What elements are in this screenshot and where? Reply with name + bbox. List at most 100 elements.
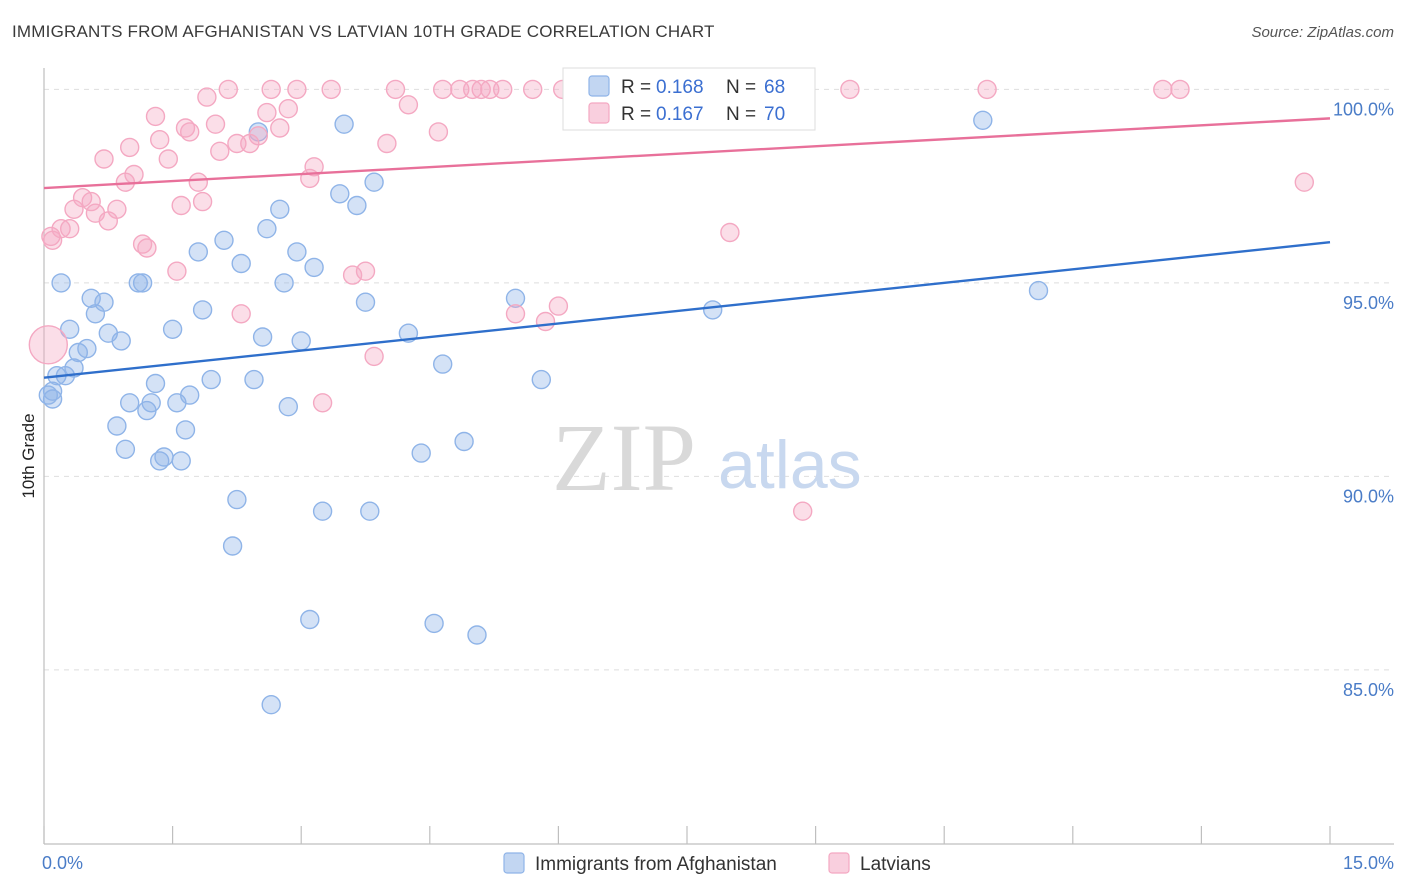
afghanistan-point[interactable] bbox=[175, 420, 196, 440]
afghanistan-point[interactable] bbox=[111, 331, 131, 351]
latvians-point[interactable] bbox=[188, 172, 209, 192]
latvians-point[interactable] bbox=[210, 141, 230, 162]
afghanistan-point[interactable] bbox=[119, 393, 140, 413]
latvians-point[interactable] bbox=[179, 122, 200, 142]
latvians-point[interactable] bbox=[977, 79, 997, 100]
latvians-point[interactable] bbox=[158, 149, 179, 169]
afghanistan-point[interactable] bbox=[252, 327, 273, 347]
latvians-point[interactable] bbox=[304, 157, 324, 177]
afghanistan-point[interactable] bbox=[227, 489, 247, 510]
latvians-point[interactable] bbox=[270, 118, 290, 138]
latvians-point[interactable] bbox=[287, 79, 307, 100]
series-legend-swatch-latvians[interactable] bbox=[828, 852, 850, 874]
afghanistan-point[interactable] bbox=[364, 172, 384, 192]
latvians-point[interactable] bbox=[149, 129, 170, 150]
afghanistan-point[interactable] bbox=[304, 257, 324, 278]
afghanistan-point[interactable] bbox=[107, 416, 127, 436]
latvians-point[interactable] bbox=[523, 79, 543, 100]
afghanistan-point[interactable] bbox=[424, 613, 444, 634]
latvians-point[interactable] bbox=[41, 226, 61, 247]
afghanistan-point[interactable] bbox=[162, 319, 183, 339]
afghanistan-point[interactable] bbox=[531, 369, 551, 390]
latvians-point[interactable] bbox=[793, 501, 813, 521]
latvians-point[interactable] bbox=[107, 199, 127, 220]
latvians-point[interactable] bbox=[433, 79, 453, 100]
latvians-point[interactable] bbox=[192, 191, 213, 212]
afghanistan-point[interactable] bbox=[278, 397, 298, 417]
latvians-point[interactable] bbox=[94, 149, 114, 169]
afghanistan-point[interactable] bbox=[244, 369, 264, 390]
afghanistan-point[interactable] bbox=[300, 609, 320, 630]
afghanistan-point[interactable] bbox=[411, 443, 431, 463]
latvians-point[interactable] bbox=[197, 87, 217, 107]
latvians-point[interactable] bbox=[81, 191, 101, 212]
afghanistan-point[interactable] bbox=[115, 439, 136, 459]
latvians-point[interactable] bbox=[167, 261, 187, 281]
afghanistan-point[interactable] bbox=[257, 218, 277, 239]
latvians-point[interactable] bbox=[720, 222, 740, 243]
latvians-point[interactable] bbox=[840, 79, 860, 100]
latvians-point[interactable] bbox=[1170, 79, 1190, 100]
afghanistan-point[interactable] bbox=[467, 625, 487, 645]
latvians-point[interactable] bbox=[248, 126, 268, 146]
latvians-point[interactable] bbox=[321, 79, 341, 100]
afghanistan-point[interactable] bbox=[132, 273, 153, 293]
latvians-point[interactable] bbox=[261, 79, 281, 100]
afghanistan-point[interactable] bbox=[179, 385, 200, 405]
afghanistan-point[interactable] bbox=[145, 373, 166, 394]
latvians-point[interactable] bbox=[493, 79, 513, 100]
afghanistan-point[interactable] bbox=[287, 242, 307, 262]
latvians-point[interactable] bbox=[231, 304, 251, 324]
latvians-point[interactable] bbox=[28, 325, 68, 365]
latvians-point[interactable] bbox=[218, 79, 239, 100]
afghanistan-point[interactable] bbox=[94, 292, 114, 312]
latvians-point[interactable] bbox=[1153, 79, 1173, 100]
afghanistan-point[interactable] bbox=[201, 369, 221, 390]
latvians-point[interactable] bbox=[137, 238, 157, 258]
afghanistan-point[interactable] bbox=[973, 110, 993, 131]
afghanistan-point[interactable] bbox=[188, 242, 209, 262]
latvians-point[interactable] bbox=[171, 195, 191, 216]
afghanistan-point[interactable] bbox=[214, 230, 234, 251]
afghanistan-point[interactable] bbox=[274, 273, 294, 293]
afghanistan-point[interactable] bbox=[77, 338, 97, 359]
afghanistan-point[interactable] bbox=[360, 501, 380, 521]
latvians-point[interactable] bbox=[377, 133, 397, 154]
latvians-point[interactable] bbox=[355, 261, 376, 281]
afghanistan-point[interactable] bbox=[433, 354, 453, 374]
latvians-point[interactable] bbox=[428, 122, 449, 142]
afghanistan-point[interactable] bbox=[222, 536, 243, 556]
afghanistan-point[interactable] bbox=[128, 273, 149, 293]
latvians-point[interactable] bbox=[505, 304, 526, 324]
latvians-point[interactable] bbox=[257, 102, 277, 123]
afghanistan-point[interactable] bbox=[64, 358, 84, 378]
afghanistan-point[interactable] bbox=[330, 184, 350, 204]
latvians-point[interactable] bbox=[1294, 172, 1315, 192]
afghanistan-point[interactable] bbox=[154, 447, 174, 467]
latvians-point[interactable] bbox=[124, 164, 144, 185]
latvians-point[interactable] bbox=[548, 296, 569, 316]
latvians-point[interactable] bbox=[278, 98, 298, 119]
afghanistan-point[interactable] bbox=[261, 695, 281, 715]
latvians-point[interactable] bbox=[59, 218, 80, 239]
latvians-point[interactable] bbox=[312, 393, 333, 413]
afghanistan-point[interactable] bbox=[192, 300, 213, 320]
afghanistan-point[interactable] bbox=[291, 331, 311, 351]
afghanistan-point[interactable] bbox=[231, 253, 251, 274]
afghanistan-point[interactable] bbox=[312, 501, 333, 521]
afghanistan-point[interactable] bbox=[347, 195, 367, 216]
afghanistan-point[interactable] bbox=[51, 273, 71, 293]
latvians-point[interactable] bbox=[205, 114, 226, 134]
latvians-point[interactable] bbox=[398, 95, 419, 115]
afghanistan-point[interactable] bbox=[141, 393, 161, 413]
afghanistan-point[interactable] bbox=[1028, 280, 1049, 301]
afghanistan-point[interactable] bbox=[454, 431, 474, 452]
afghanistan-point[interactable] bbox=[703, 300, 723, 320]
afghanistan-point[interactable] bbox=[355, 292, 376, 312]
latvians-point[interactable] bbox=[385, 79, 406, 100]
series-legend-label-afghanistan[interactable]: Immigrants from Afghanistan bbox=[535, 854, 777, 875]
afghanistan-point[interactable] bbox=[334, 114, 354, 134]
afghanistan-point[interactable] bbox=[505, 288, 526, 308]
afghanistan-point[interactable] bbox=[38, 385, 58, 405]
afghanistan-point[interactable] bbox=[171, 451, 191, 471]
